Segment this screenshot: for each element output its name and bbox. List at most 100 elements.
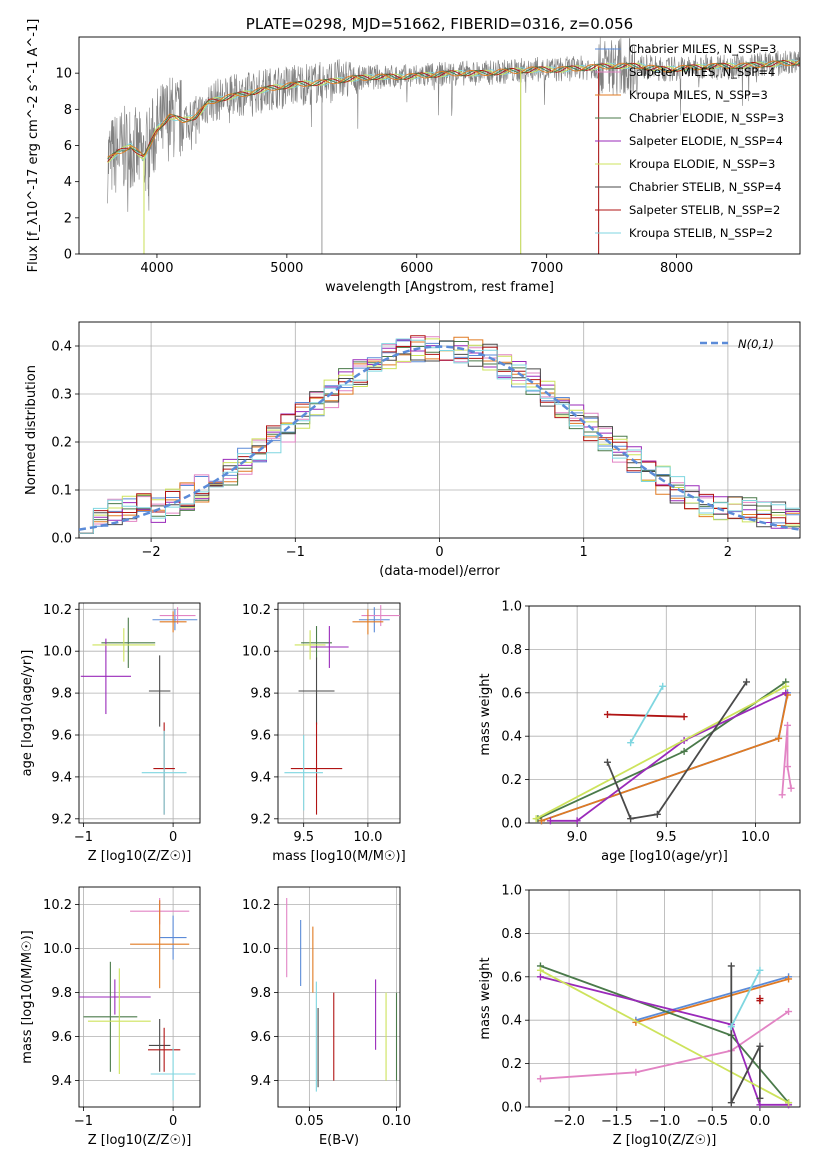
- y-tick-label: 9.2: [250, 812, 271, 827]
- legend-label: Kroupa MILES, N_SSP=3: [629, 88, 768, 102]
- y-axis-label: Flux [f_λ10^-17 erg cm^-2 s^-1 A^-1]: [26, 19, 41, 273]
- y-tick-label: 10.0: [242, 942, 271, 957]
- plot-frame: [277, 886, 401, 1108]
- plot-frame: [78, 36, 801, 255]
- weight-line: [730, 966, 761, 1104]
- x-tick-label: 9.5: [293, 830, 314, 845]
- x-tick-label: 9.0: [567, 830, 588, 845]
- weight-line: [540, 975, 789, 1106]
- y-tick-label: 1.0: [501, 884, 522, 899]
- y-axis-label: mass weight: [478, 957, 493, 1039]
- weight-line: [535, 685, 787, 820]
- x-tick-label: 0.05: [295, 1114, 324, 1129]
- y-tick-label: 9.8: [51, 986, 72, 1001]
- y-tick-label: 0.8: [501, 643, 522, 658]
- x-axis-label: wavelength [Angstrom, rest frame]: [325, 280, 554, 295]
- y-tick-label: 0.0: [501, 817, 522, 832]
- plot-frame: [528, 605, 801, 824]
- x-tick-label: 6000: [400, 261, 433, 276]
- legend-label: Chabrier STELIB, N_SSP=4: [629, 180, 781, 194]
- y-tick-label: 9.4: [51, 1074, 72, 1089]
- x-tick-label: 1: [580, 545, 588, 560]
- y-tick-label: 0.3: [51, 388, 72, 403]
- x-tick-label: 0.0: [750, 1114, 771, 1129]
- y-tick-label: 9.6: [51, 729, 72, 744]
- y-tick-label: 9.4: [250, 1074, 271, 1089]
- y-tick-label: 9.8: [250, 687, 271, 702]
- x-tick-label: 9.5: [656, 830, 677, 845]
- legend-label: Kroupa STELIB, N_SSP=2: [629, 226, 773, 240]
- x-tick-label: −2.0: [553, 1114, 585, 1129]
- model-line: [107, 60, 800, 162]
- model-line: [107, 60, 800, 158]
- y-tick-label: 0.4: [51, 340, 72, 355]
- y-tick-label: 0.2: [501, 773, 522, 788]
- y-tick-label: 10.2: [43, 603, 72, 618]
- weight-line: [541, 694, 789, 822]
- y-tick-label: 0.6: [501, 686, 522, 701]
- chart-title: PLATE=0298, MJD=51662, FIBERID=0316, z=0…: [246, 15, 633, 33]
- x-tick-label: 10.0: [353, 830, 382, 845]
- weight-vs-age-chart: 9.0 9.5 10.0 0.0 0.2 0.4 0.6 0.8 1.0 age [log10(a…: [478, 600, 801, 864]
- x-tick-label: −2: [142, 545, 161, 560]
- y-tick-label: 0.6: [501, 970, 522, 985]
- y-tick-label: 9.4: [250, 770, 271, 785]
- x-tick-label: 0: [169, 830, 177, 845]
- legend-label: Chabrier MILES, N_SSP=3: [629, 42, 776, 56]
- y-tick-label: 0.2: [501, 1057, 522, 1072]
- x-axis-label: Z [log10(Z/Z☉)]: [613, 1133, 717, 1148]
- y-tick-label: 10.2: [242, 603, 271, 618]
- legend-label: Salpeter MILES, N_SSP=4: [629, 65, 775, 79]
- y-axis-label: mass weight: [478, 673, 493, 755]
- y-tick-label: 9.8: [250, 986, 271, 1001]
- y-tick-label: 10.2: [242, 898, 271, 913]
- x-tick-label: 2: [724, 545, 732, 560]
- weight-line: [540, 1010, 790, 1080]
- x-tick-label: −1: [74, 830, 93, 845]
- x-axis-label: Z [log10(Z/Z☉)]: [88, 1133, 192, 1148]
- y-tick-label: 10.0: [43, 645, 72, 660]
- normal-curve: [79, 345, 800, 531]
- weight-line: [781, 725, 792, 795]
- x-tick-label: −1.5: [601, 1114, 633, 1129]
- x-tick-label: 10.0: [741, 830, 770, 845]
- plot-frame: [277, 602, 401, 824]
- data-spectrum-line: [107, 37, 800, 212]
- weight-line: [606, 681, 748, 820]
- legend-label: Salpeter ELODIE, N_SSP=4: [629, 134, 783, 148]
- spectrum-chart: PLATE=0298, MJD=51662, FIBERID=0316, z=0…: [26, 15, 801, 295]
- x-tick-label: 7000: [530, 261, 563, 276]
- y-axis-label: age [log10(age/yr)]: [20, 650, 35, 777]
- y-tick-label: 0.1: [51, 484, 72, 499]
- x-axis-label: Z [log10(Z/Z☉)]: [88, 849, 192, 864]
- y-tick-label: 2: [64, 211, 72, 226]
- legend-label: Kroupa ELODIE, N_SSP=3: [629, 157, 775, 171]
- y-tick-label: 1.0: [501, 600, 522, 615]
- y-tick-label: 4: [64, 175, 72, 190]
- y-tick-label: 0.4: [501, 1014, 522, 1029]
- y-tick-label: 9.2: [51, 812, 72, 827]
- x-tick-label: 8000: [660, 261, 693, 276]
- y-tick-label: 9.4: [51, 770, 72, 785]
- y-axis-label: Normed distribution: [24, 365, 39, 495]
- age-vs-z-chart: −1 0 9.2 9.4 9.6 9.8 10.0 10.2 Z [log10(Z/Z☉)] ag…: [20, 602, 201, 864]
- y-tick-label: 10.2: [43, 898, 72, 913]
- y-tick-label: 0.0: [51, 532, 72, 547]
- x-tick-label: 0.10: [382, 1114, 411, 1129]
- y-tick-label: 10.0: [242, 645, 271, 660]
- weight-line: [540, 969, 789, 1104]
- x-tick-label: 0: [169, 1114, 177, 1129]
- weight-line: [635, 978, 789, 1024]
- y-tick-label: 0.0: [501, 1101, 522, 1116]
- weight-line: [550, 691, 787, 822]
- y-tick-label: 9.8: [51, 687, 72, 702]
- plot-frame: [78, 321, 801, 539]
- y-tick-label: 9.6: [250, 1030, 271, 1045]
- y-tick-label: 10.0: [43, 942, 72, 957]
- weight-line: [541, 692, 789, 822]
- residuals-chart: −2 −1 0 1 2 0.0 0.1 0.2 0.3 0.4 (data-model)/error…: [24, 321, 801, 579]
- x-tick-label: −0.5: [696, 1114, 728, 1129]
- x-tick-label: −1.0: [649, 1114, 681, 1129]
- plot-frame: [528, 889, 801, 1108]
- mass-vs-z-chart: −1 0 9.4 9.6 9.8 10.0 10.2 Z [log10(Z/Z☉)] mass …: [20, 886, 201, 1148]
